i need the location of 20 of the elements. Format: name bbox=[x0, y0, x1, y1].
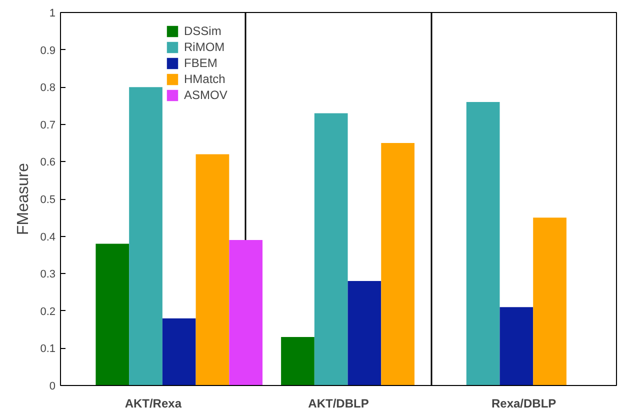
y-tick-label: 0 bbox=[49, 380, 56, 392]
legend-label: HMatch bbox=[184, 72, 226, 86]
y-axis-title: FMeasure bbox=[15, 162, 32, 236]
x-tick-label: Rexa/DBLP bbox=[491, 396, 556, 410]
y-tick-label: 0.1 bbox=[40, 343, 56, 356]
y-tick-label: 0.9 bbox=[40, 44, 56, 57]
y-tick-label: 0.2 bbox=[40, 306, 56, 318]
legend-label: ASMOV bbox=[184, 88, 228, 102]
y-tick-label: 1 bbox=[49, 8, 56, 20]
x-tick-label: AKT/DBLP bbox=[308, 396, 369, 410]
legend-label: FBEM bbox=[184, 56, 218, 70]
y-tick-label: 0.8 bbox=[40, 82, 56, 94]
x-tick-label: AKT/Rexa bbox=[124, 396, 182, 410]
y-tick-label: 0.6 bbox=[40, 156, 56, 169]
legend-label: DSSim bbox=[184, 24, 222, 38]
y-tick-label: 0.7 bbox=[40, 119, 56, 132]
y-tick-label: 0.3 bbox=[40, 268, 56, 281]
y-tick-label: 0.4 bbox=[40, 231, 56, 244]
legend-label: RiMOM bbox=[184, 40, 225, 54]
y-tick-label: 0.5 bbox=[40, 194, 56, 206]
